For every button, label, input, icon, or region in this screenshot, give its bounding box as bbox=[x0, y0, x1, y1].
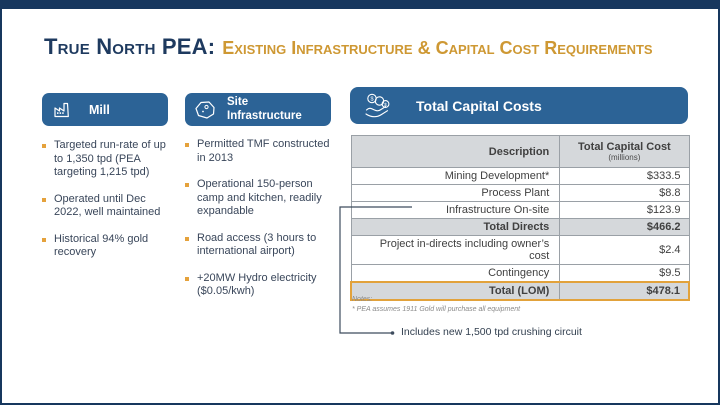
title-primary: True North PEA: bbox=[44, 34, 216, 59]
site-infrastructure-card-header: Site Infrastructure bbox=[185, 93, 331, 126]
list-item: Operated until Dec 2022, well maintained bbox=[42, 193, 168, 220]
site-infrastructure-bullet-list: Permitted TMF constructed in 2013 Operat… bbox=[185, 138, 335, 312]
row-description: Contingency bbox=[350, 264, 561, 283]
site-infrastructure-card-title: Site Infrastructure bbox=[227, 96, 302, 122]
table-row-total-directs: Total Directs $466.2 bbox=[350, 218, 690, 236]
column-header-description: Description bbox=[350, 135, 561, 168]
table-header-row: Description Total Capital Cost (millions… bbox=[350, 135, 690, 168]
bullet-icon bbox=[185, 236, 189, 241]
row-description: Mining Development* bbox=[350, 167, 561, 185]
bullet-text: Operated until Dec 2022, well maintained bbox=[54, 192, 161, 219]
notes-label: Notes: bbox=[352, 296, 373, 303]
row-cost: $333.5 bbox=[559, 167, 690, 185]
mill-card-header: Mill bbox=[42, 93, 168, 126]
bullet-text: +20MW Hydro electricity ($0.05/kwh) bbox=[197, 271, 317, 298]
callout-text: Includes new 1,500 tpd crushing circuit bbox=[401, 326, 582, 338]
table-notes: Notes: * PEA assumes 1911 Gold will purc… bbox=[352, 295, 520, 315]
svg-text:$: $ bbox=[370, 96, 373, 102]
mill-card-title: Mill bbox=[89, 102, 110, 117]
ore-rock-icon bbox=[194, 100, 216, 120]
row-description: Total Directs bbox=[350, 218, 561, 236]
list-item: +20MW Hydro electricity ($0.05/kwh) bbox=[185, 272, 335, 299]
bullet-icon bbox=[185, 143, 189, 147]
mill-bullet-list: Targeted run-rate of up to 1,350 tpd (PE… bbox=[42, 139, 168, 273]
table-row: Project in-directs including owner’s cos… bbox=[350, 235, 690, 265]
bullet-text: Targeted run-rate of up to 1,350 tpd (PE… bbox=[54, 139, 166, 178]
bullet-icon bbox=[42, 237, 46, 242]
table-row: Process Plant $8.8 bbox=[350, 184, 690, 202]
total-capital-costs-header: $ $ Total Capital Costs bbox=[350, 87, 688, 124]
list-item: Permitted TMF constructed in 2013 bbox=[185, 138, 335, 165]
title-secondary: Existing Infrastructure & Capital Cost R… bbox=[222, 38, 653, 58]
list-item: Road access (3 hours to international ai… bbox=[185, 232, 335, 259]
list-item: Operational 150-person camp and kitchen,… bbox=[185, 178, 335, 219]
column-header-cost-unit: (millions) bbox=[608, 153, 641, 162]
table-row: Infrastructure On-site $123.9 bbox=[350, 201, 690, 219]
row-cost: $466.2 bbox=[559, 218, 690, 236]
row-description: Process Plant bbox=[350, 184, 561, 202]
row-cost: $2.4 bbox=[559, 235, 690, 265]
svg-text:$: $ bbox=[384, 102, 387, 108]
column-header-cost: Total Capital Cost (millions) bbox=[559, 135, 690, 168]
bullet-text: Historical 94% gold recovery bbox=[54, 232, 149, 259]
total-capital-costs-title: Total Capital Costs bbox=[416, 97, 542, 114]
row-cost: $9.5 bbox=[559, 264, 690, 283]
bullet-icon bbox=[42, 144, 46, 148]
row-description: Infrastructure On-site bbox=[350, 201, 561, 219]
table-row: Mining Development* $333.5 bbox=[350, 167, 690, 185]
table-row: Contingency $9.5 bbox=[350, 264, 690, 283]
row-description: Project in-directs including owner’s cos… bbox=[350, 235, 561, 265]
slide-title: True North PEA: Existing Infrastructure &… bbox=[44, 34, 653, 60]
bullet-text: Permitted TMF constructed in 2013 bbox=[197, 138, 330, 164]
bullet-icon bbox=[42, 197, 46, 202]
column-header-cost-label: Total Capital Cost bbox=[578, 141, 671, 153]
note-text: * PEA assumes 1911 Gold will purchase al… bbox=[352, 306, 521, 314]
capital-costs-table: Description Total Capital Cost (millions… bbox=[350, 135, 691, 301]
row-cost: $8.8 bbox=[559, 184, 690, 202]
bullet-icon bbox=[185, 183, 189, 187]
bullet-icon bbox=[185, 276, 189, 281]
list-item: Targeted run-rate of up to 1,350 tpd (PE… bbox=[42, 139, 168, 180]
factory-icon bbox=[52, 100, 74, 119]
top-accent-bar bbox=[2, 2, 718, 9]
row-cost: $123.9 bbox=[559, 201, 690, 219]
list-item: Historical 94% gold recovery bbox=[42, 233, 168, 260]
row-cost: $478.1 bbox=[559, 281, 691, 301]
coins-in-hand-icon: $ $ bbox=[363, 92, 391, 119]
bullet-text: Operational 150-person camp and kitchen,… bbox=[197, 178, 322, 217]
bullet-text: Road access (3 hours to international ai… bbox=[197, 231, 317, 258]
